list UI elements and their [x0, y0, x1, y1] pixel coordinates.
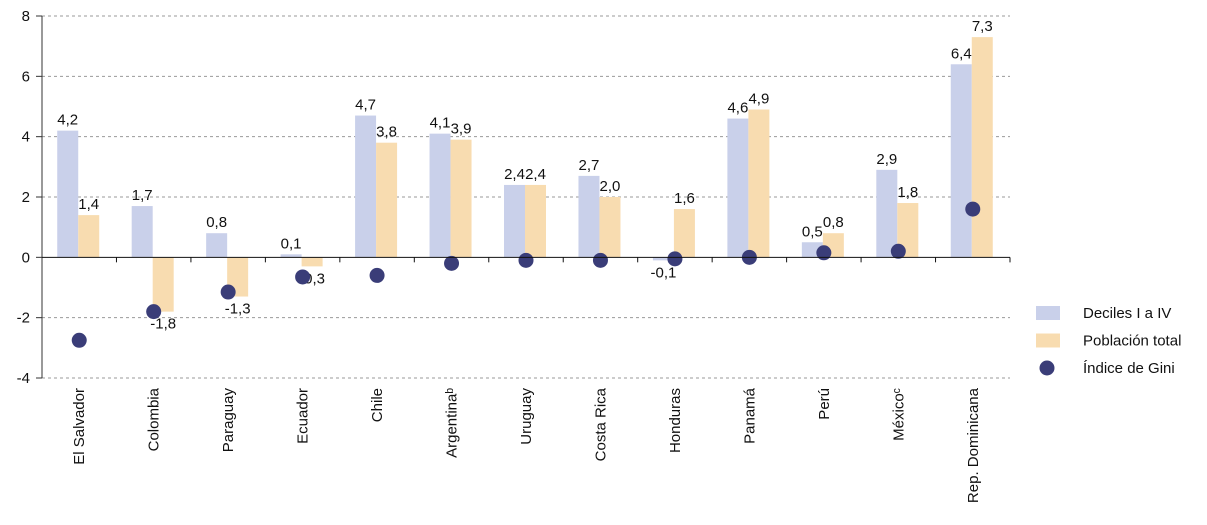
value-label: 4,7 [355, 97, 376, 114]
x-tick-label: Uruguay [518, 388, 535, 445]
gini-dot [518, 252, 534, 268]
bar [355, 115, 377, 258]
x-tick-label: Costa Rica [592, 387, 609, 461]
legend-swatch [1036, 333, 1060, 348]
x-tick-label: Argentinaᵇ [444, 388, 461, 458]
legend-swatch [1036, 306, 1060, 320]
x-tick-label: Panamá [741, 387, 758, 444]
x-tick-label: El Salvador [71, 388, 88, 465]
x-tick-label: Ecuador [295, 388, 312, 444]
gini-dot [890, 243, 906, 259]
gini-dot [667, 251, 683, 267]
value-label: 2,4 [504, 166, 525, 183]
bar [727, 118, 749, 258]
legend-label: Índice de Gini [1083, 360, 1175, 377]
value-label: 2,4 [525, 166, 546, 183]
legend-dot [1039, 360, 1055, 376]
bar [748, 109, 770, 258]
bar [301, 257, 323, 267]
bar [525, 184, 546, 258]
x-tick-label: Honduras [667, 388, 684, 453]
bar [131, 206, 153, 258]
value-label: 4,9 [748, 91, 769, 108]
value-label: 2,9 [876, 151, 897, 168]
x-tick-label: Colombia [146, 387, 163, 451]
gini-dot [592, 252, 608, 268]
gini-dot [71, 332, 87, 348]
bar [971, 37, 993, 258]
y-tick-label: 4 [22, 129, 30, 146]
value-label: 2,7 [579, 157, 600, 174]
bar [206, 233, 228, 258]
bar [897, 203, 919, 258]
y-tick-label: 2 [22, 189, 30, 206]
x-tick-label: Chile [369, 388, 386, 422]
value-label: 0,8 [206, 214, 227, 231]
bar [450, 139, 472, 258]
value-label: 7,3 [972, 18, 993, 35]
legend-label: Deciles I a IV [1083, 305, 1171, 322]
value-label: 1,8 [897, 184, 918, 201]
value-label: 4,2 [57, 112, 78, 129]
y-tick-label: -2 [17, 310, 30, 327]
gini-dot [295, 269, 311, 285]
y-tick-label: 0 [22, 249, 30, 266]
gini-dot [369, 267, 385, 283]
legend-label: Población total [1083, 333, 1181, 350]
value-label: 3,8 [376, 124, 397, 141]
value-label: 0,5 [802, 223, 823, 240]
value-label: 6,4 [951, 45, 972, 62]
value-label: 1,6 [674, 190, 695, 207]
bar [57, 130, 79, 258]
x-tick-label: Paraguay [220, 388, 237, 453]
x-tick-label: Méxicoᶜ [890, 388, 907, 441]
bar [429, 133, 451, 258]
gini-dot [816, 245, 832, 261]
gini-dot [220, 284, 236, 300]
x-tick-label: Rep. Dominicana [965, 387, 982, 503]
value-label: -0,1 [650, 264, 676, 281]
value-label: 3,9 [451, 121, 472, 138]
y-tick-label: 8 [22, 8, 30, 25]
value-label: 0,1 [281, 235, 302, 252]
bar [504, 184, 525, 258]
gini-dot [965, 201, 981, 217]
value-label: 0,8 [823, 214, 844, 231]
bar [152, 257, 174, 312]
bar [599, 197, 621, 258]
value-label: 4,1 [430, 115, 451, 132]
y-tick-label: 6 [22, 68, 30, 85]
y-tick-label: -4 [17, 370, 30, 387]
gini-dot [444, 255, 460, 271]
value-label: 1,7 [132, 187, 153, 204]
value-label: 2,0 [600, 178, 621, 195]
bar [78, 215, 100, 258]
value-label: -1,3 [225, 301, 251, 318]
bar [950, 64, 972, 258]
bar [652, 257, 674, 261]
value-label: -1,8 [150, 316, 176, 333]
bar [876, 169, 898, 258]
bar [673, 209, 695, 258]
bar [578, 175, 600, 258]
bar [280, 254, 302, 258]
x-tick-label: Perú [816, 388, 833, 420]
gini-dot [146, 304, 162, 320]
value-label: 4,6 [727, 100, 748, 117]
bar [376, 142, 398, 258]
value-label: 1,4 [78, 196, 99, 213]
